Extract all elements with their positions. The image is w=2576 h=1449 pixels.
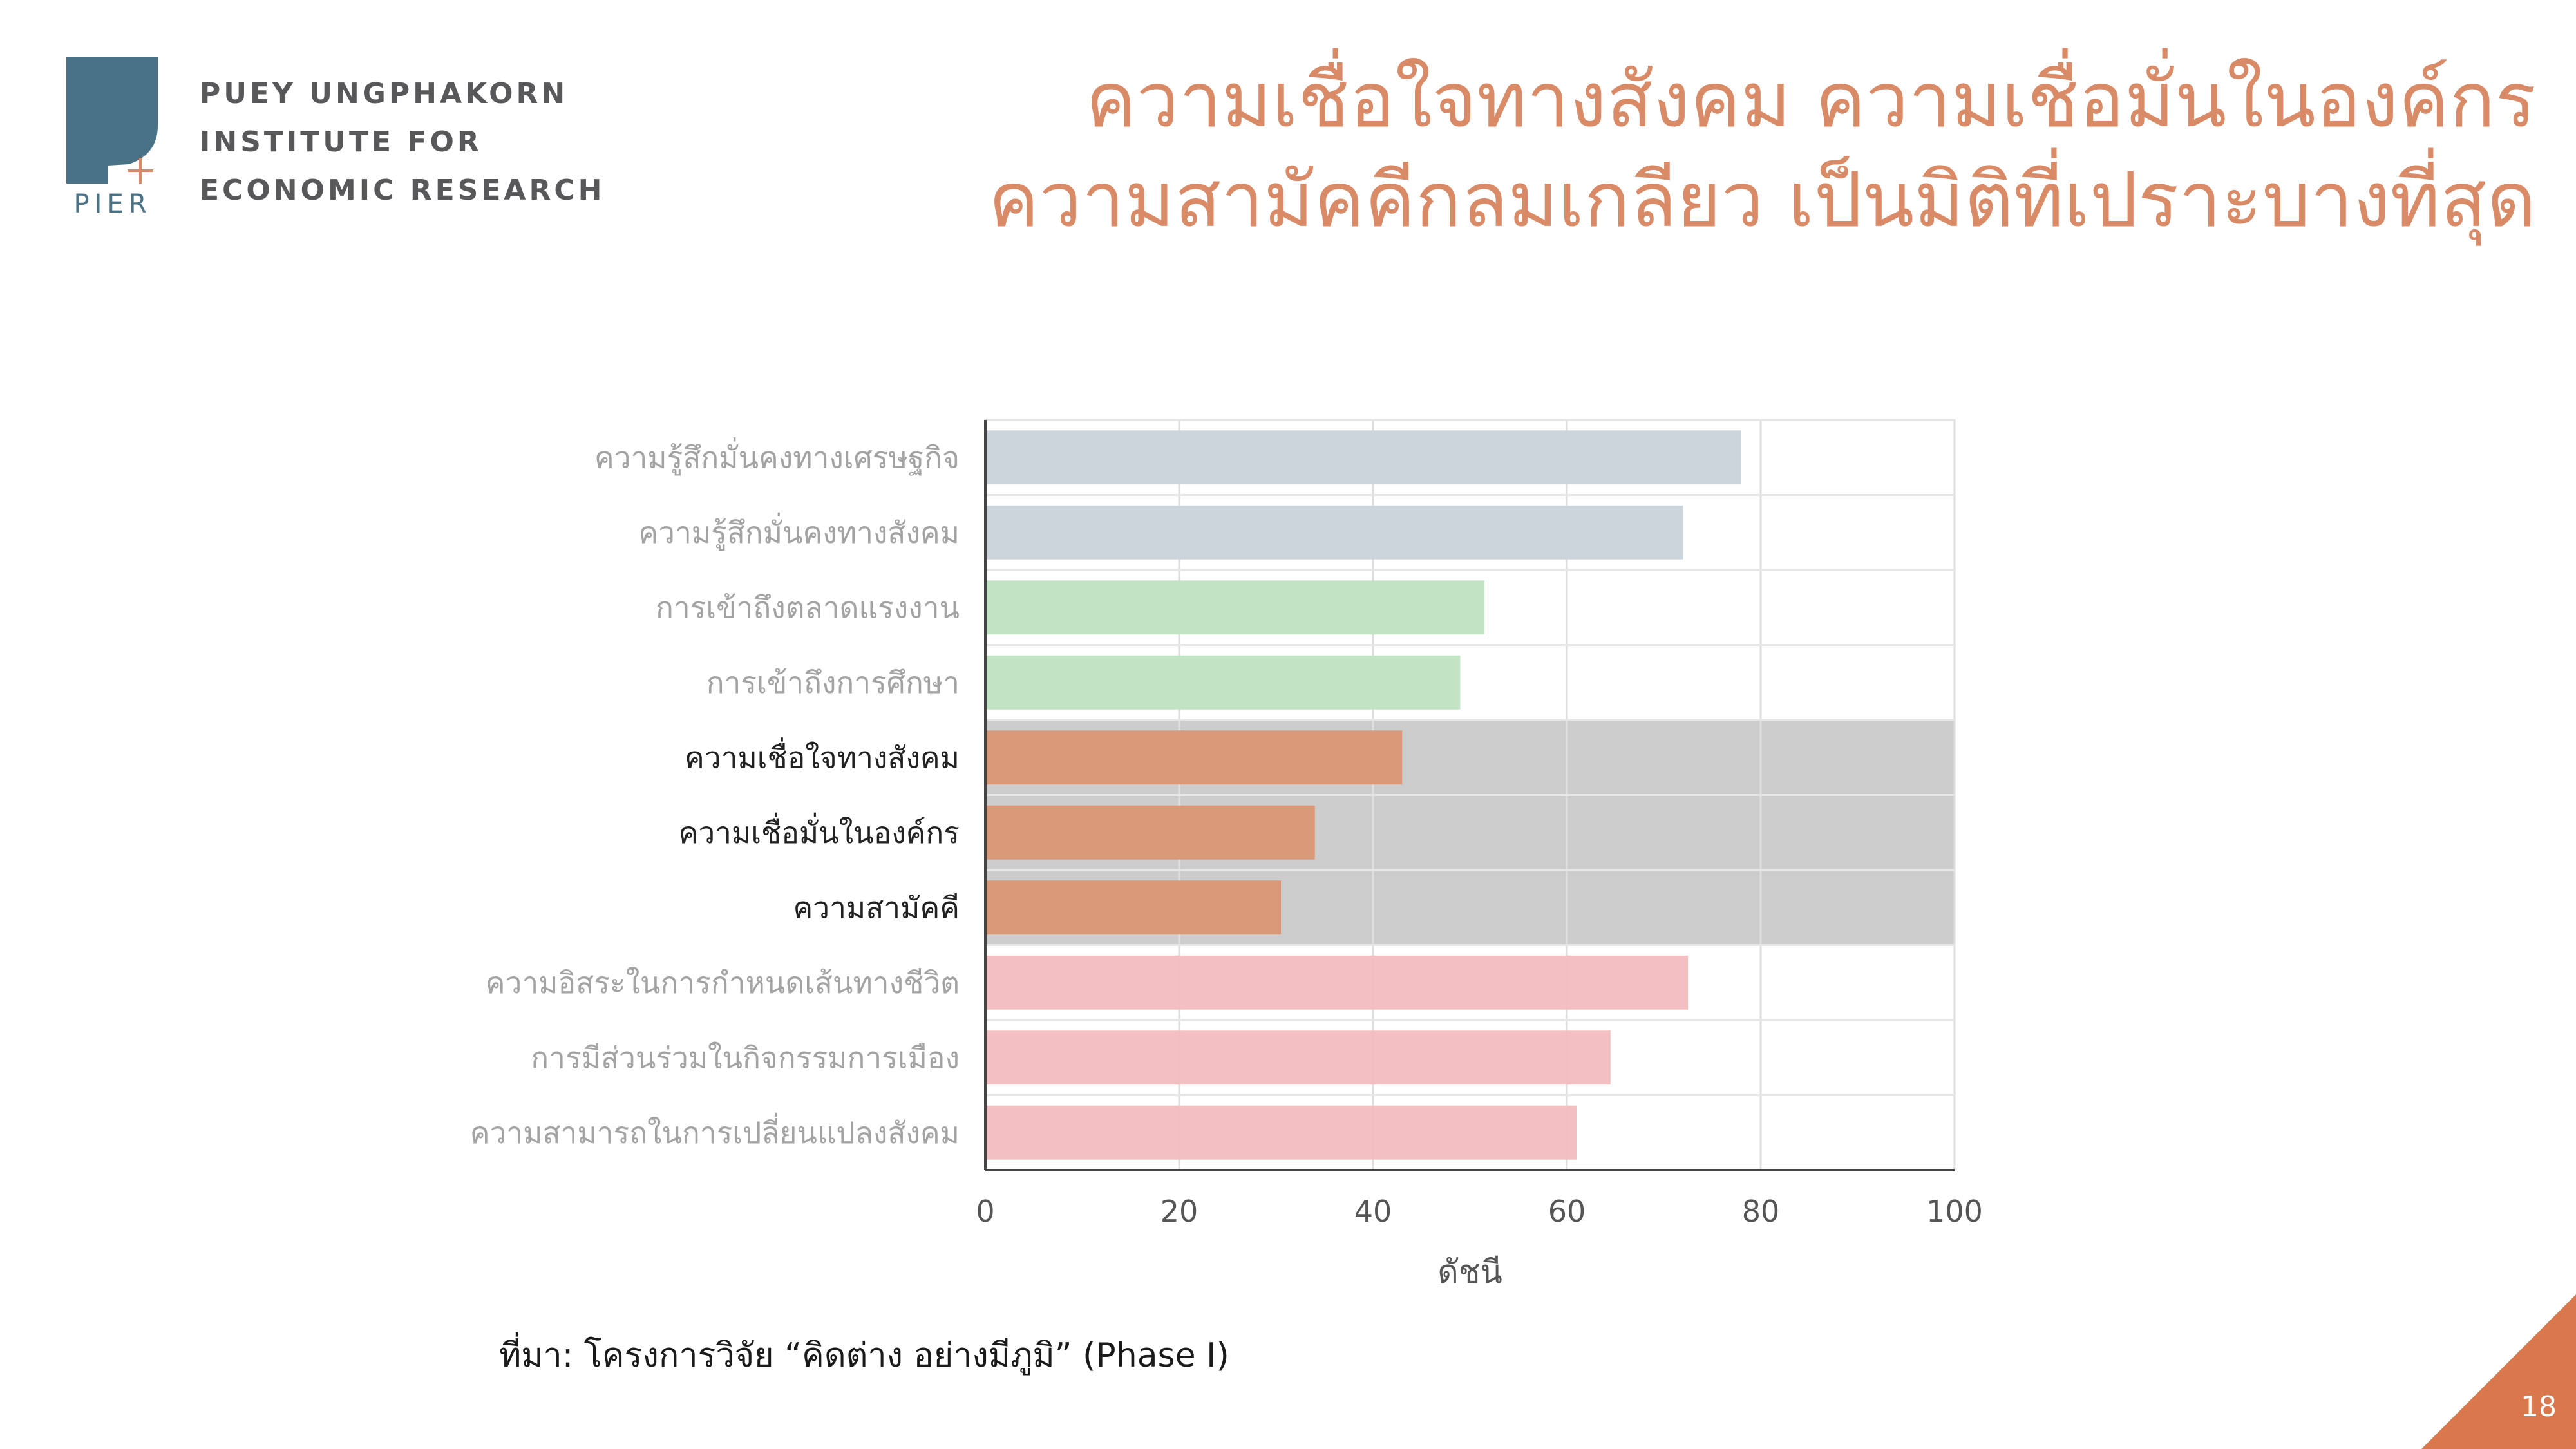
x-tick-label: 0 bbox=[976, 1194, 994, 1229]
category-label: ความรู้สึกมั่นคงทางสังคม bbox=[638, 512, 960, 551]
x-tick-label: 80 bbox=[1742, 1194, 1780, 1229]
bar bbox=[985, 805, 1315, 860]
x-axis-label: ดัชนี bbox=[1437, 1253, 1502, 1291]
bar bbox=[985, 880, 1282, 935]
category-label: ความสามัคคี bbox=[793, 890, 960, 925]
bar bbox=[985, 1030, 1611, 1085]
category-label: การมีส่วนร่วมในกิจกรรมการเมือง bbox=[531, 1040, 960, 1075]
category-label: การเข้าถึงการศึกษา bbox=[706, 665, 960, 700]
bar bbox=[985, 655, 1461, 710]
bar bbox=[985, 730, 1403, 785]
corner-decoration bbox=[2421, 1294, 2576, 1449]
x-tick-label: 40 bbox=[1354, 1194, 1392, 1229]
category-label: ความอิสระในการกำหนดเส้นทางชีวิต bbox=[486, 965, 960, 1000]
logo-mark-shape bbox=[66, 57, 158, 184]
category-label: ความรู้สึกมั่นคงทางเศรษฐกิจ bbox=[594, 437, 960, 475]
page-number: 18 bbox=[2521, 1390, 2557, 1423]
category-label: การเข้าถึงตลาดแรงงาน bbox=[656, 590, 960, 625]
bar bbox=[985, 1105, 1577, 1160]
slide-title: ความเชื่อใจทางสังคม ความเชื่อมั่นในองค์ก… bbox=[989, 50, 2536, 250]
bar bbox=[985, 580, 1485, 635]
category-label: ความเชื่อมั่นในองค์กร bbox=[679, 812, 960, 850]
category-label: ความเชื่อใจทางสังคม bbox=[685, 737, 960, 775]
bar bbox=[985, 505, 1683, 560]
org-name-line-1: PUEY UNGPHAKORN bbox=[200, 77, 569, 110]
org-name-line-2: INSTITUTE FOR bbox=[200, 126, 482, 158]
category-label: ความสามารถในการเปลี่ยนแปลงสังคม bbox=[470, 1112, 960, 1150]
org-name-line-3: ECONOMIC RESEARCH bbox=[200, 174, 605, 207]
x-tick-label: 60 bbox=[1548, 1194, 1586, 1229]
source-note: ที่มา: โครงการวิจัย “คิดต่าง อย่างมีภูมิ… bbox=[499, 1336, 1229, 1375]
bar bbox=[985, 430, 1741, 485]
slide-title-line-1: ความเชื่อใจทางสังคม ความเชื่อมั่นในองค์ก… bbox=[1085, 55, 2536, 144]
org-name: PUEY UNGPHAKORN INSTITUTE FOR ECONOMIC R… bbox=[200, 70, 605, 214]
x-tick-label: 20 bbox=[1160, 1194, 1198, 1229]
pier-logo: PIER bbox=[66, 57, 158, 216]
slide-title-line-2: ความสามัคคีกลมเกลียว เป็นมิติที่เปราะบาง… bbox=[988, 155, 2536, 244]
bar bbox=[985, 955, 1689, 1010]
logo-text: PIER bbox=[74, 189, 152, 216]
x-tick-label: 100 bbox=[1926, 1194, 1983, 1229]
